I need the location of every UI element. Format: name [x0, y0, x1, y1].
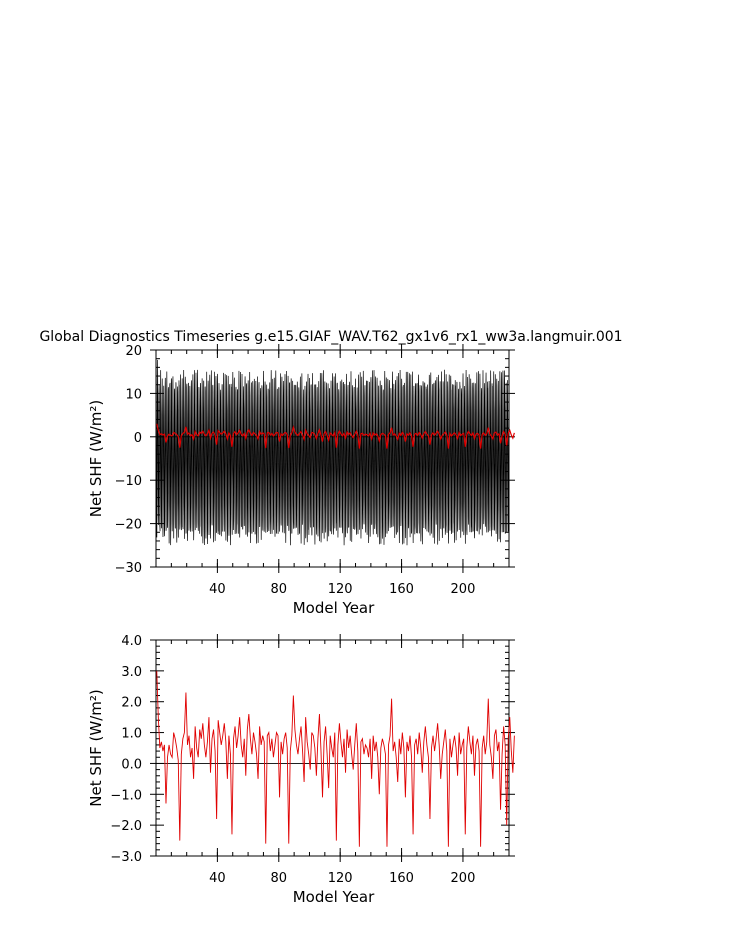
- x-tick-label: 160: [389, 582, 414, 597]
- y-tick-label: −10: [115, 474, 142, 489]
- y-tick-label: −3.0: [110, 850, 142, 865]
- annual-series-line: [156, 670, 515, 847]
- y-tick-label: 1.0: [121, 727, 142, 742]
- y-tick-label: 2.0: [121, 696, 142, 711]
- x-axis-label: Model Year: [293, 888, 375, 906]
- annual-series-line: [156, 423, 515, 449]
- x-tick-label: 120: [328, 871, 353, 886]
- x-tick-label: 80: [271, 871, 288, 886]
- plot-frame: [155, 639, 510, 857]
- y-tick-label: 10: [125, 387, 142, 402]
- x-tick-label: 40: [209, 871, 226, 886]
- bottom-plot-net-shf-annual: 40 80 120 160 200 −3.0 −2.0 −1.0 0.0 1.0 2.0 3.0 4.0…: [87, 634, 515, 906]
- figure-title: Global Diagnostics Timeseries g.e15.GIAF…: [39, 329, 622, 345]
- y-tick-label: 0.0: [121, 757, 142, 772]
- y-tick-label: −2.0: [110, 819, 142, 834]
- x-tick-label: 40: [209, 582, 226, 597]
- y-tick-label: 4.0: [121, 634, 142, 649]
- monthly-series-line: [155, 352, 510, 546]
- y-tick-label: −20: [115, 518, 142, 533]
- x-tick-label: 120: [328, 582, 353, 597]
- x-axis-label: Model Year: [293, 599, 375, 617]
- y-tick-label: −30: [115, 561, 142, 576]
- y-tick-label: 3.0: [121, 665, 142, 680]
- y-tick-label: −1.0: [110, 788, 142, 803]
- x-tick-label: 160: [389, 871, 414, 886]
- x-tick-label: 200: [451, 582, 476, 597]
- x-tick-label: 200: [451, 871, 476, 886]
- top-plot-net-shf-monthly-and-annual: 40 80 120 160 200 −30 −20 −10 0 10 20 Model Year Net…: [87, 344, 515, 617]
- y-tick-label: 20: [125, 344, 142, 359]
- y-axis-label: Net SHF (W/m²): [87, 400, 105, 518]
- x-tick-label: 80: [271, 582, 288, 597]
- y-axis-label: Net SHF (W/m²): [87, 689, 105, 807]
- y-tick-label: 0: [134, 431, 142, 446]
